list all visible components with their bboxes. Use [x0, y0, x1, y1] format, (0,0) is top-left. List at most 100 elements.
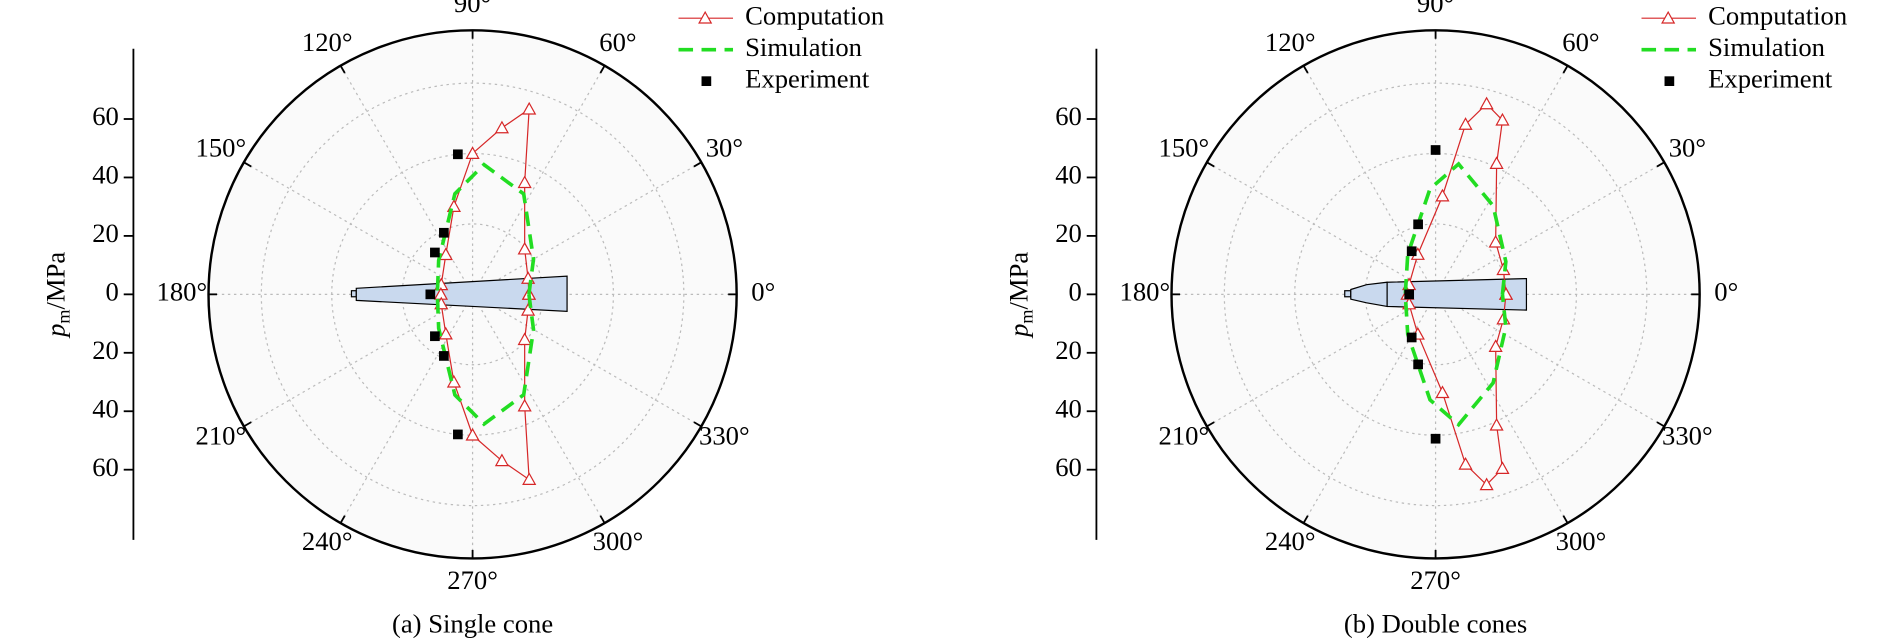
triangle-marker: [1495, 461, 1510, 475]
triangle-marker: [1479, 96, 1494, 110]
r-tick-label: 20: [1055, 218, 1082, 248]
triangle-marker: [1458, 456, 1473, 470]
triangle-marker: [1435, 188, 1450, 202]
theta-tick: [693, 421, 702, 428]
theta-tick-label: 300°: [1556, 526, 1607, 556]
square-marker: [1406, 332, 1417, 343]
theta-tick-label: 90°: [1417, 0, 1454, 18]
cone-a: [350, 275, 568, 312]
legend-label: Experiment: [1708, 63, 1833, 93]
r-tick-label: 60: [1055, 452, 1082, 482]
plot-layer: 0° 30° 60° 90° 120° 150° 180° 210° 240° 270° 300° 3…: [40, 0, 1847, 638]
theta-tick-label: 240°: [302, 526, 353, 556]
theta-tick: [339, 65, 346, 74]
legend-label: Simulation: [745, 32, 862, 62]
cone-tip: [1344, 290, 1352, 298]
theta-tick-label: 150°: [196, 132, 247, 162]
grid-spoke: [340, 294, 474, 524]
grid-spoke: [472, 294, 606, 524]
legend-swatch: [1664, 76, 1675, 87]
grid-spoke: [1435, 65, 1569, 295]
triangle-marker: [517, 175, 532, 189]
series-line: [435, 162, 536, 427]
theta-tick-label: 30°: [706, 132, 743, 162]
theta-tick-label: 330°: [699, 421, 750, 451]
theta-tick-label: 300°: [593, 526, 644, 556]
legend-label: Computation: [1708, 0, 1847, 30]
grid-circle: [260, 82, 685, 507]
grid-spoke: [243, 161, 473, 295]
y-axis-label: pm/MPa: [1003, 252, 1036, 339]
r-tick-label: 40: [92, 160, 119, 190]
theta-tick: [1206, 161, 1215, 168]
r-tick-label: 20: [1055, 335, 1082, 365]
y-label-subscript: m: [1017, 309, 1037, 323]
y-label-unit: /MPa: [40, 252, 70, 310]
theta-tick-label: 60°: [599, 27, 636, 57]
cone-tip: [350, 290, 357, 298]
r-tick-label: 60: [92, 101, 119, 131]
triangle-marker: [494, 120, 510, 134]
legend-swatch: [701, 76, 712, 87]
triangle-marker: [494, 453, 510, 467]
theta-tick: [1302, 515, 1309, 524]
theta-tick: [1302, 65, 1309, 74]
legend-label: Simulation: [1708, 32, 1825, 62]
series-line: [1403, 161, 1508, 428]
grid-spoke: [1303, 294, 1437, 524]
grid-circle: [1223, 82, 1648, 507]
square-marker: [1406, 246, 1417, 257]
triangle-marker: [438, 326, 453, 340]
grid-spoke: [472, 65, 606, 295]
theta-tick: [1562, 65, 1569, 74]
square-marker: [453, 429, 463, 440]
legend-label: Computation: [745, 0, 884, 30]
theta-tick: [1562, 515, 1569, 524]
y-label-symbol: p: [1003, 324, 1033, 339]
square-marker: [439, 227, 449, 238]
triangle-marker: [517, 398, 532, 412]
theta-tick-label: 90°: [454, 0, 491, 18]
square-marker: [1430, 433, 1441, 444]
r-tick-label: 60: [92, 452, 119, 482]
triangle-marker: [1495, 112, 1510, 126]
grid-spoke: [472, 161, 702, 295]
theta-tick: [243, 161, 252, 168]
triangle-marker: [1489, 156, 1504, 169]
theta-tick: [599, 65, 606, 74]
r-tick-label: 0: [106, 276, 119, 306]
legend-marker: [698, 10, 713, 24]
triangle-marker: [517, 332, 532, 346]
r-tick-label: 40: [1055, 393, 1082, 423]
theta-tick-label: 30°: [1669, 132, 1706, 162]
square-marker: [425, 289, 436, 300]
cone-b: [1344, 277, 1528, 311]
triangle-marker: [1479, 477, 1494, 491]
triangle-marker: [446, 374, 462, 388]
triangle-marker: [521, 302, 536, 316]
theta-tick-label: 0°: [1714, 276, 1738, 306]
theta-tick-label: 270°: [447, 565, 498, 595]
r-tick-label: 20: [92, 335, 119, 365]
y-label-subscript: m: [54, 309, 74, 323]
grid-spoke: [243, 293, 473, 427]
legend-label: Experiment: [745, 63, 870, 93]
triangle-marker: [465, 146, 480, 159]
grid-spoke: [1435, 293, 1665, 427]
theta-tick-label: 120°: [1265, 27, 1316, 57]
square-marker: [1413, 219, 1423, 230]
triangle-marker: [1435, 385, 1450, 399]
legend-marker: [1661, 10, 1676, 24]
square-marker: [430, 247, 440, 258]
triangle-marker: [1489, 417, 1504, 431]
triangle-marker: [517, 241, 532, 255]
theta-tick: [599, 515, 606, 524]
polar-panel: 0° 30° 60° 90° 120° 150° 180° 210° 240° 270° 300° 3…: [40, 0, 884, 638]
r-tick-label: 0: [1069, 276, 1082, 306]
triangle-marker: [438, 247, 453, 261]
triangle-marker: [522, 472, 537, 485]
grid-spoke: [472, 293, 702, 427]
r-tick-label: 40: [92, 393, 119, 423]
theta-tick-label: 210°: [196, 421, 247, 451]
y-axis-label: pm/MPa: [40, 252, 73, 339]
